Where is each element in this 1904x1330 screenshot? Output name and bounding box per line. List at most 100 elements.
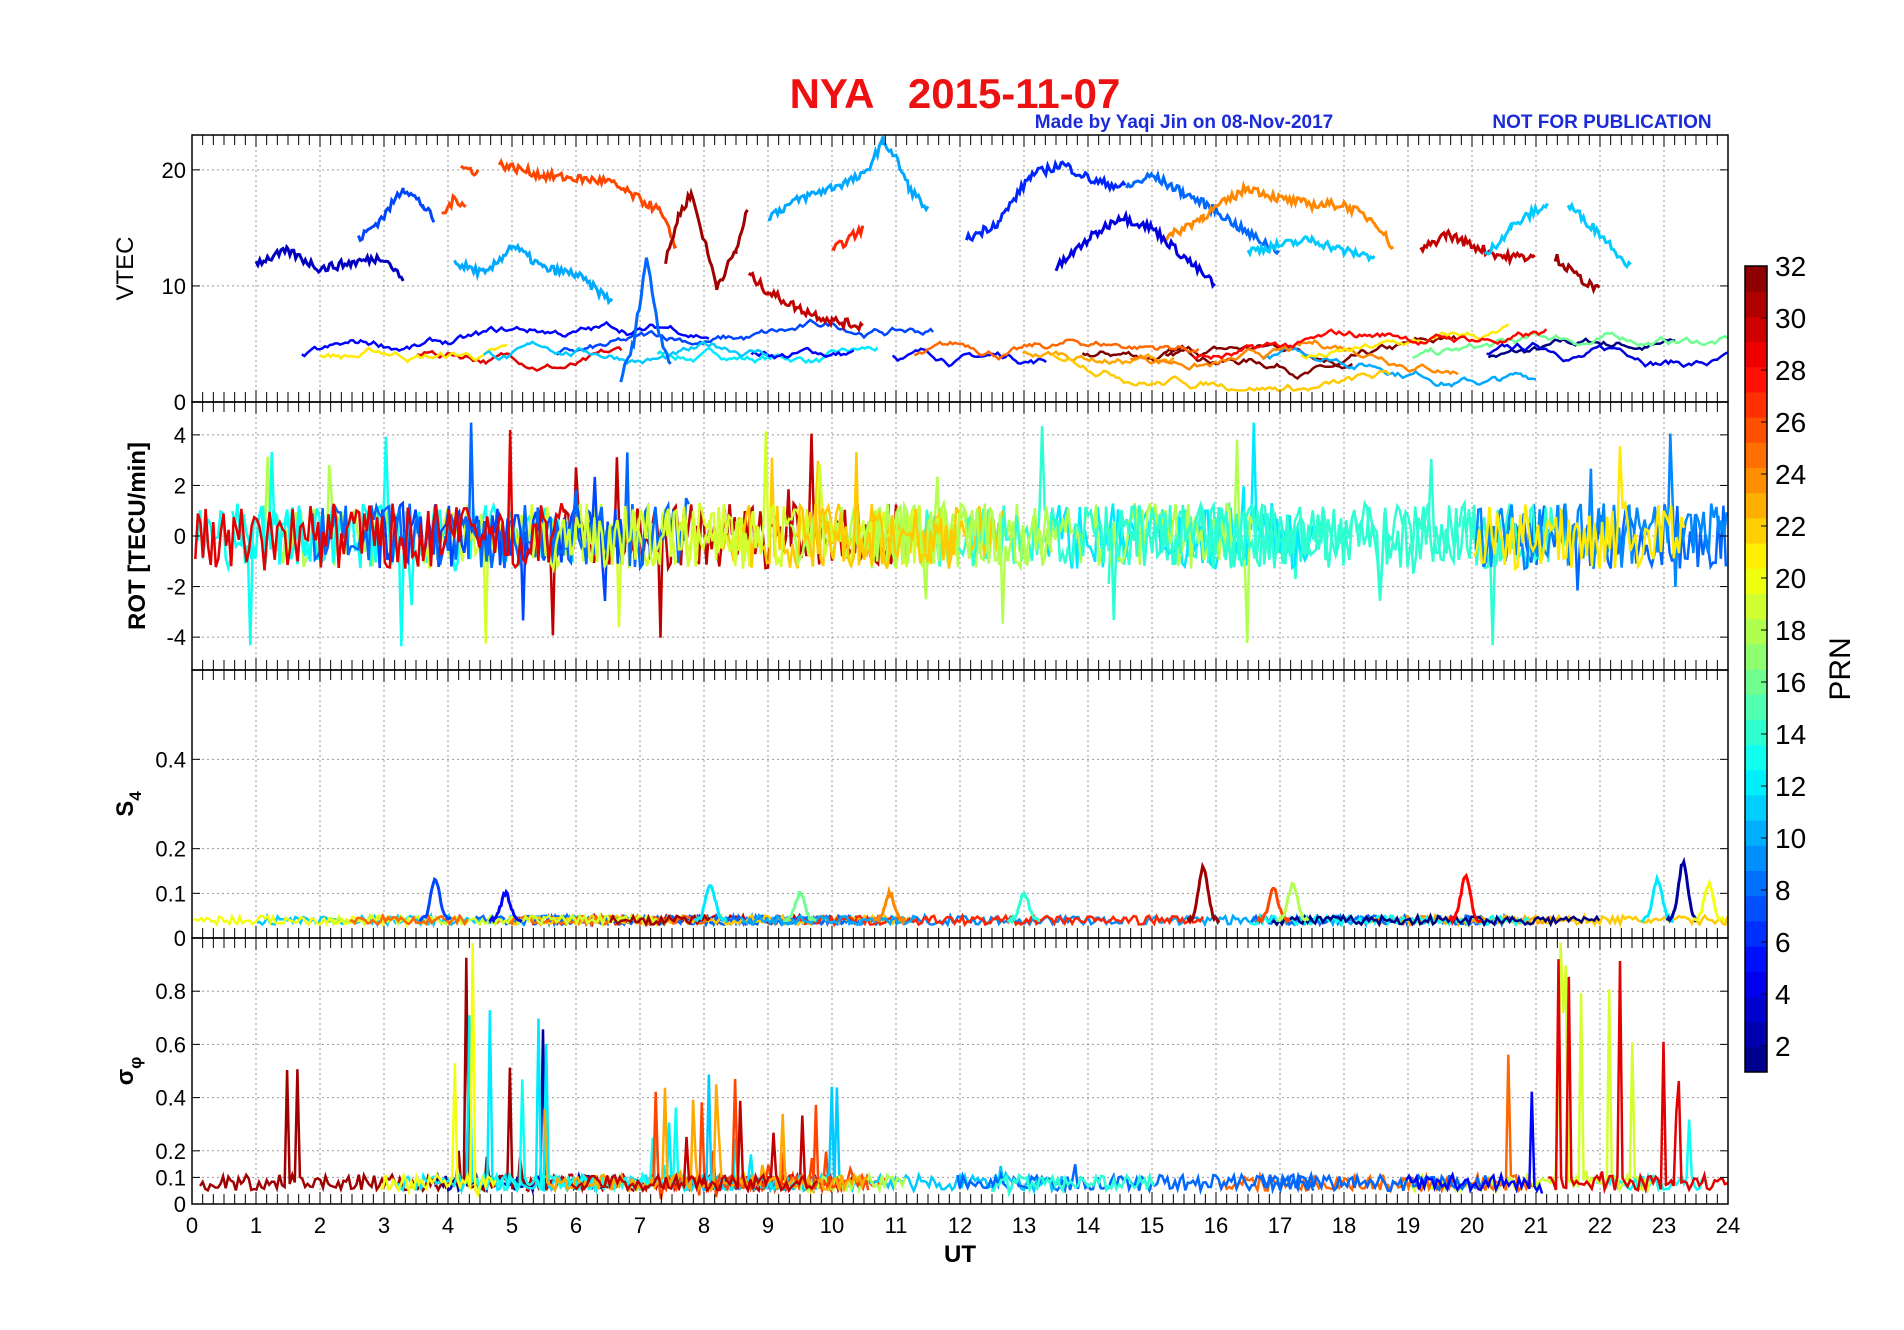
series-line (1022, 350, 1175, 366)
y-tick-label: 2 (174, 473, 186, 498)
series-line (555, 318, 935, 356)
x-tick-label: 21 (1524, 1213, 1548, 1238)
x-tick-label: 6 (570, 1213, 582, 1238)
series-line (349, 912, 469, 927)
colorbar-tick-label: 14 (1775, 719, 1806, 750)
y-axis-label-subscript: φ (126, 1057, 145, 1069)
colorbar-swatch (1745, 417, 1767, 443)
colorbar-swatch (1745, 895, 1767, 922)
colorbar-swatch (1745, 920, 1767, 947)
series-line (1474, 433, 1728, 588)
colorbar-label: PRN (1824, 637, 1857, 700)
y-axis-label: σφ (112, 1057, 145, 1086)
y-tick-label: 0.4 (155, 1086, 186, 1111)
colorbar-tick-label: 6 (1775, 927, 1791, 958)
series-line (1398, 942, 1652, 1195)
colorbar-swatch (1745, 769, 1767, 796)
colorbar-swatch (1745, 618, 1767, 645)
colorbar-frame (1744, 265, 1768, 1073)
y-axis-label-subscript: 4 (126, 791, 145, 801)
vtec-arc-prn-7 (357, 187, 436, 243)
vtec-arc-prn-24 (1163, 179, 1394, 250)
series-line (1261, 345, 1537, 388)
y-axis-label: S4 (112, 791, 145, 817)
series-line (301, 320, 710, 358)
chart-title: NYA 2015-11-07 (790, 70, 1121, 117)
colorbar-tick-label: 26 (1775, 407, 1806, 438)
x-tick-label: 14 (1076, 1213, 1100, 1238)
colorbar-swatch (1745, 341, 1767, 368)
colorbar-swatch (1745, 492, 1767, 519)
colorbar-swatch (1745, 1046, 1767, 1073)
series-group (194, 422, 1728, 647)
series-line (1206, 502, 1571, 590)
series-line (913, 338, 1200, 361)
series-line (1472, 446, 1686, 572)
panel-1: 0 10 20 VTEC (112, 134, 1729, 415)
x-tick-label: 3 (378, 1213, 390, 1238)
credit-text: Made by Yaqi Jin on 08-Nov-2017 (1035, 112, 1333, 133)
colorbar-swatch (1745, 744, 1767, 771)
s4-bump-prn-14 (1006, 891, 1040, 925)
colorbar-tick-label: 30 (1775, 303, 1806, 334)
series-line (750, 346, 855, 360)
colorbar-swatch (1745, 845, 1767, 871)
series-group (199, 942, 1728, 1200)
x-tick-label: 16 (1204, 1213, 1228, 1238)
x-axis-label: UT (944, 1241, 976, 1268)
panel-3: 0.1 0.2 0.4 0 S4 (112, 669, 1729, 951)
series-group (254, 135, 1728, 392)
colorbar-swatch (1745, 517, 1767, 544)
colorbar-tick-label: 18 (1775, 615, 1806, 646)
colorbar-tick-label: 4 (1775, 979, 1791, 1010)
s4-bump-prn-2 (1665, 856, 1700, 923)
vtec-arc-prn-3 (254, 243, 405, 282)
x-tick-label: 22 (1588, 1213, 1612, 1238)
vtec-arc-prn-4 (1054, 209, 1216, 289)
y-tick-label: 0.1 (155, 881, 186, 906)
series-line (1051, 352, 1391, 392)
colorbar-swatch (1745, 694, 1767, 720)
x-tick-label: 13 (1012, 1213, 1036, 1238)
s4-bump-prn-18 (1276, 881, 1310, 923)
series-line (1192, 328, 1548, 361)
x-tick-label: 17 (1268, 1213, 1292, 1238)
colorbar-swatch (1745, 794, 1767, 821)
vtec-arc-prn-26 (441, 193, 467, 215)
series-line (319, 343, 508, 364)
colorbar-swatch (1745, 669, 1767, 695)
series-line (794, 452, 960, 570)
series-line (1300, 323, 1510, 360)
series-group (193, 856, 1728, 929)
y-tick-label: 20 (162, 158, 186, 183)
vtec-arc-prn-31 (1553, 253, 1601, 295)
colorbar-swatch (1745, 593, 1767, 620)
series-line (194, 429, 566, 571)
y-axis-label: ROT [TECU/min] (124, 442, 151, 630)
s4-bump-prn-7 (418, 876, 453, 923)
x-tick-label: 19 (1396, 1213, 1420, 1238)
series-line (1164, 342, 1353, 370)
colorbar-tick-label: 20 (1775, 563, 1806, 594)
x-tick-label: 15 (1140, 1213, 1164, 1238)
series-line (531, 431, 947, 574)
series-line (666, 1074, 1064, 1195)
colorbar-tick-label: 2 (1775, 1031, 1791, 1062)
y-tick-label: 0 (174, 1192, 186, 1217)
colorbar-swatch (1745, 391, 1767, 418)
vtec-arc-prn-10 (453, 242, 614, 306)
colorbar-swatch (1745, 316, 1767, 343)
x-tick-label: 5 (506, 1213, 518, 1238)
x-tick-label: 23 (1652, 1213, 1676, 1238)
s4-bump-prn-12 (1640, 873, 1674, 925)
colorbar-swatch (1745, 971, 1767, 997)
y-tick-label: 0.2 (155, 837, 186, 862)
colorbar-swatch (1745, 643, 1767, 670)
series-line (416, 346, 623, 373)
colorbar-swatch (1745, 442, 1767, 468)
series-line (656, 345, 879, 365)
colorbar-swatch (1745, 291, 1767, 317)
